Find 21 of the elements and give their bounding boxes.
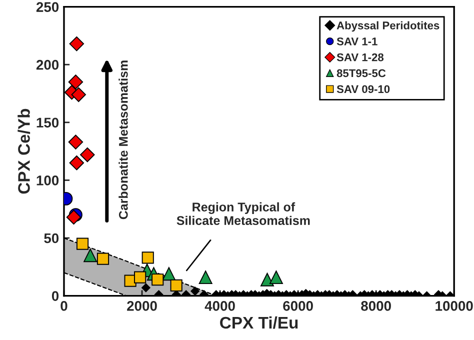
legend-label: 85T95-5C: [336, 69, 386, 78]
y-tick-label: 150: [36, 118, 59, 128]
y-tick-label: 100: [36, 176, 59, 186]
x-tick-label: 6000: [283, 301, 313, 311]
legend-label: SAV 1-28: [336, 53, 384, 62]
legend-label: Abyssal Peridotites: [336, 21, 440, 32]
legend-label: SAV 1-1: [336, 37, 378, 46]
annotation: Region Typical of Silicate Metasomatism: [176, 202, 310, 225]
y-tick-label: 250: [36, 2, 59, 12]
x-tick-label: 4000: [204, 301, 235, 311]
y-tick-label: 0: [52, 291, 59, 301]
x-tick-label: 10000: [436, 301, 473, 311]
x-tick-label: 2000: [127, 301, 157, 311]
legend-label: SAV 09-10: [336, 85, 390, 94]
x-tick-label: 8000: [361, 301, 391, 311]
y-axis-title: CPX Ce/Yb: [18, 108, 30, 194]
annotation: Carbonatite Metasomatism: [118, 60, 128, 220]
x-tick-label: 0: [60, 301, 68, 311]
x-axis-title: CPX Ti/Eu: [220, 316, 298, 329]
y-tick-label: 200: [36, 60, 59, 70]
y-tick-label: 50: [44, 233, 59, 244]
